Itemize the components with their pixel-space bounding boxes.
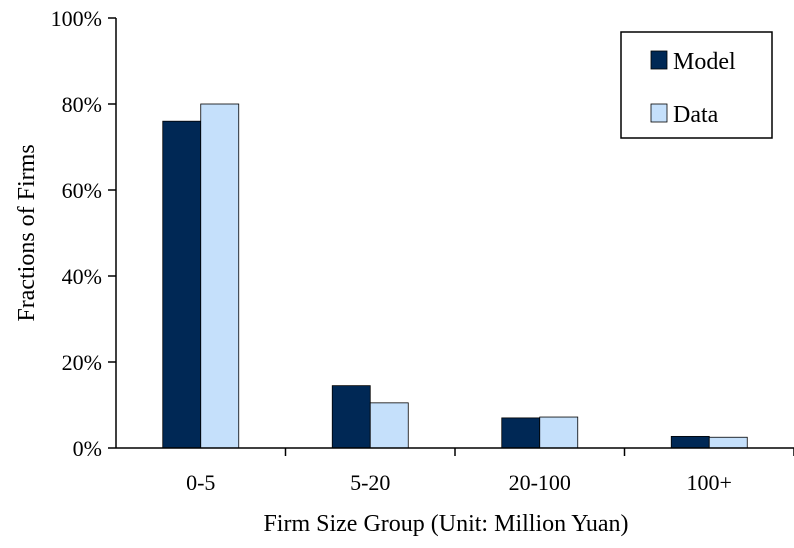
y-tick-label: 60% <box>62 178 102 203</box>
series-data <box>200 103 748 449</box>
x-tick-label: 0-5 <box>186 470 215 495</box>
y-tick-label: 0% <box>73 436 102 461</box>
y-axis-title: Fractions of Firms <box>14 144 40 321</box>
y-tick-label: 100% <box>51 6 102 31</box>
bar-data-100+ <box>708 436 748 449</box>
x-axis-ticks: 0-5 5-20 20-100 100+ <box>186 448 794 495</box>
bar-data-0-5 <box>200 103 240 449</box>
legend: Model Data <box>620 31 773 139</box>
y-axis-ticks: 0% 20% 40% 60% 80% 100% <box>51 6 116 461</box>
y-tick-label: 80% <box>62 92 102 117</box>
y-tick-label: 40% <box>62 264 102 289</box>
legend-label-model: Model <box>673 49 736 75</box>
bar-model-100+ <box>670 435 710 449</box>
legend-swatch-data <box>650 103 668 123</box>
legend-swatch-model <box>650 50 668 70</box>
plot-area <box>162 103 748 449</box>
bar-data-5-20 <box>369 402 409 449</box>
series-model <box>162 120 710 449</box>
legend-box <box>620 31 773 139</box>
x-tick-label: 20-100 <box>509 470 571 495</box>
bar-model-0-5 <box>162 120 202 449</box>
bar-model-5-20 <box>331 385 371 449</box>
x-tick-label: 100+ <box>687 470 732 495</box>
x-axis-title: Firm Size Group (Unit: Million Yuan) <box>263 511 628 537</box>
bar-data-20-100 <box>539 416 579 449</box>
x-tick-label: 5-20 <box>350 470 390 495</box>
y-tick-label: 20% <box>62 350 102 375</box>
legend-label-data: Data <box>673 102 719 128</box>
bar-model-20-100 <box>501 417 541 449</box>
